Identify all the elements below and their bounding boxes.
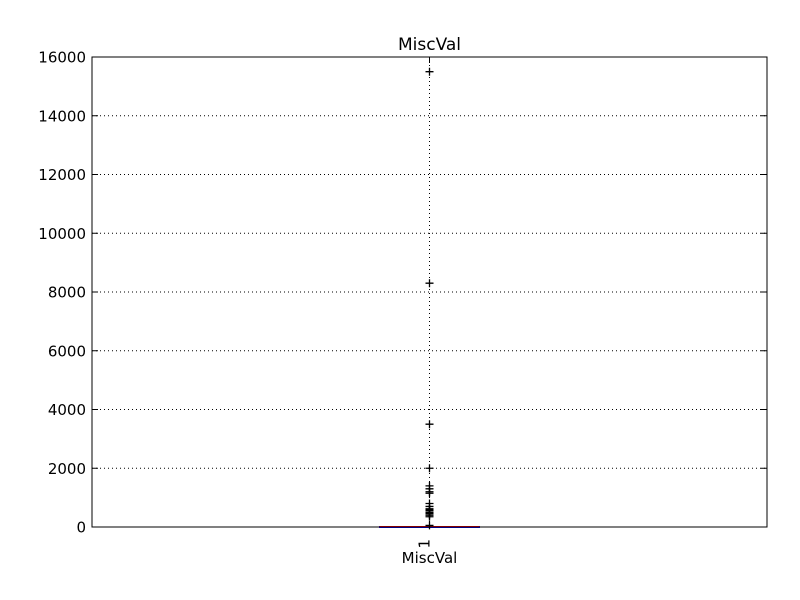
y-tick-label: 14000 [38,107,86,125]
y-tick-label: 2000 [48,460,86,478]
outlier-point [425,67,434,76]
x-axis-label: MiscVal [402,549,458,567]
outlier-point [425,521,434,530]
y-tick-label: 0 [76,519,86,537]
chart-title: MiscVal [398,35,461,55]
y-tick-label: 10000 [38,225,86,243]
plot-frame [91,56,768,528]
outlier-point [425,481,434,490]
y-tick-label: 4000 [48,401,86,419]
y-axis-ticks: 0 2000 4000 6000 8000 10000 12000 14000 16000 [38,49,767,537]
y-tick-label: 12000 [38,166,86,184]
outlier-point [425,420,434,429]
y-tick-label: 6000 [48,342,86,360]
outlier-point [425,499,434,508]
y-tick-label: 8000 [48,284,86,302]
outlier-point [425,464,434,473]
outlier-points [425,67,434,530]
x-tick-label: 1 [416,539,434,549]
y-tick-label: 16000 [38,49,86,67]
outlier-point [425,279,434,288]
grid-lines [92,57,767,527]
